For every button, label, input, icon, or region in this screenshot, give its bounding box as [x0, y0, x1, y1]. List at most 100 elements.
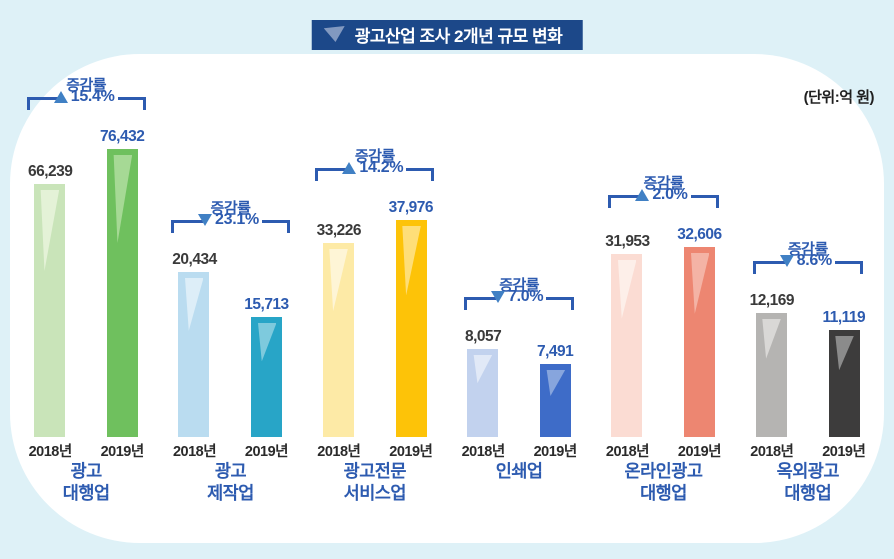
bracket-right-corner — [546, 297, 575, 310]
year-label-2019: 2019년 — [677, 444, 722, 460]
bar-2019 — [540, 364, 572, 437]
chart-group-1: 증감률 15.4% 66,239 76,432 2018년 2019년 광고 대행업 — [14, 60, 158, 540]
year-label-2018: 2018년 — [317, 444, 361, 460]
chart-title-banner: 광고산업 조사 2개년 규모 변화 — [311, 20, 583, 50]
change-percent: 7.0% — [508, 288, 544, 305]
value-label-2019: 76,432 — [99, 128, 145, 145]
bar-2018 — [467, 349, 499, 437]
chart-group-2: 증감률 23.1% 20,434 15,713 2018년 2019년 광고 제작업 — [158, 60, 302, 540]
value-label-2018: 8,057 — [465, 328, 502, 345]
value-label-2019: 32,606 — [677, 226, 722, 243]
bar-2019 — [251, 317, 283, 437]
value-label-2019: 37,976 — [388, 199, 434, 216]
category-label: 광고 제작업 — [207, 461, 254, 504]
value-label-2018: 31,953 — [605, 233, 650, 250]
bar-highlight — [762, 319, 781, 359]
bar-highlight — [617, 260, 637, 319]
change-bracket: 23.1% — [164, 211, 296, 236]
category-label: 온라인광고 대행업 — [624, 461, 703, 504]
decrease-triangle-icon — [491, 291, 505, 303]
chart-panel — [10, 54, 884, 543]
value-label-2019: 7,491 — [536, 343, 574, 360]
bracket-left-corner — [315, 168, 348, 181]
category-label: 인쇄업 — [495, 461, 543, 481]
increase-triangle-icon — [53, 91, 68, 103]
chart-group-5: 증감률 2.0% 31,953 32,606 2018년 2019년 온라인광고 대행업 — [591, 60, 735, 540]
bar-2018 — [34, 184, 66, 437]
year-label-2019: 2019년 — [244, 444, 289, 460]
year-label-2019: 2019년 — [533, 444, 578, 460]
year-label-2018: 2018년 — [605, 444, 650, 460]
change-bracket: 2.0% — [597, 186, 729, 211]
change-annotation: 증감률 2.0% — [597, 172, 729, 211]
chart-groups: 증감률 15.4% 66,239 76,432 2018년 2019년 광고 대행업 증감률 23… — [14, 60, 880, 540]
change-rate-label: 증감률 — [643, 175, 684, 192]
bar-highlight — [258, 323, 277, 362]
change-percent: 2.0% — [652, 186, 688, 203]
value-label-2018: 33,226 — [316, 222, 362, 239]
bar-2019 — [395, 220, 427, 437]
bracket-right-corner — [117, 97, 146, 110]
bar-highlight — [402, 226, 421, 296]
year-label-2019: 2019년 — [100, 444, 145, 460]
bar-2019 — [828, 330, 860, 437]
year-label-2018: 2018년 — [172, 444, 217, 460]
bar-highlight — [473, 355, 493, 384]
year-label-2019: 2019년 — [389, 444, 433, 460]
chart-group-4: 증감률 7.0% 8,057 7,491 2018년 2019년 인쇄업 — [447, 60, 591, 540]
change-percent: 23.1% — [215, 211, 259, 228]
chart-group-3: 증감률 14.2% 33,226 37,976 2018년 2019년 광고전문 서비스업 — [303, 60, 447, 540]
change-percent: 14.2% — [359, 159, 404, 176]
bar-highlight — [546, 370, 566, 396]
bar-highlight — [835, 336, 854, 371]
chart-title: 광고산업 조사 2개년 규모 변화 — [354, 26, 563, 46]
change-rate-label: 증감률 — [787, 241, 828, 258]
bracket-left-corner — [26, 97, 59, 110]
year-label-2018: 2018년 — [750, 444, 794, 460]
change-rate-label: 증감률 — [66, 77, 107, 94]
change-percent: 8.6% — [796, 252, 833, 269]
bar-2018 — [611, 254, 643, 437]
bar-2018 — [178, 272, 210, 437]
year-label-2019: 2019년 — [822, 444, 866, 460]
change-percent: 15.4% — [70, 88, 115, 105]
unit-label: (단위:억 원) — [803, 89, 875, 106]
bracket-right-corner — [690, 195, 719, 208]
bracket-left-corner — [752, 261, 785, 274]
increase-triangle-icon — [342, 162, 357, 174]
bar-highlight — [690, 253, 710, 314]
change-annotation: 증감률 14.2% — [309, 145, 441, 184]
decrease-triangle-icon — [198, 214, 213, 226]
bracket-right-corner — [406, 168, 435, 181]
bar-highlight — [329, 249, 348, 312]
bar-2018 — [322, 243, 354, 437]
change-bracket: 8.6% — [742, 252, 874, 277]
bracket-right-corner — [261, 220, 290, 233]
category-label: 옥외광고 대행업 — [776, 461, 840, 504]
category-label: 광고 대행업 — [62, 461, 110, 504]
bar-highlight — [113, 155, 133, 243]
change-rate-label: 증감률 — [499, 277, 540, 294]
bracket-right-corner — [834, 261, 863, 274]
value-label-2018: 12,169 — [749, 292, 795, 309]
bar-2019 — [684, 247, 716, 437]
change-annotation: 증감률 23.1% — [164, 197, 296, 236]
change-annotation: 증감률 8.6% — [742, 238, 874, 277]
year-label-2018: 2018년 — [28, 444, 73, 460]
change-annotation: 증감률 7.0% — [453, 274, 585, 313]
change-rate-label: 증감률 — [210, 200, 251, 217]
year-label-2018: 2018년 — [461, 444, 506, 460]
bar-highlight — [185, 278, 204, 331]
banner-triangle-icon — [323, 26, 345, 42]
category-label: 광고전문 서비스업 — [343, 461, 407, 504]
bracket-left-corner — [464, 297, 496, 310]
change-bracket: 7.0% — [453, 288, 585, 313]
value-label-2019: 15,713 — [244, 296, 289, 313]
bar-2018 — [755, 313, 787, 437]
change-rate-label: 증감률 — [354, 148, 395, 165]
chart-group-6: 증감률 8.6% 12,169 11,119 2018년 2019년 옥외광고 대행업 — [736, 60, 880, 540]
value-label-2019: 11,119 — [822, 309, 866, 326]
decrease-triangle-icon — [779, 255, 794, 267]
change-annotation: 증감률 15.4% — [20, 74, 152, 113]
value-label-2018: 66,239 — [27, 163, 73, 180]
